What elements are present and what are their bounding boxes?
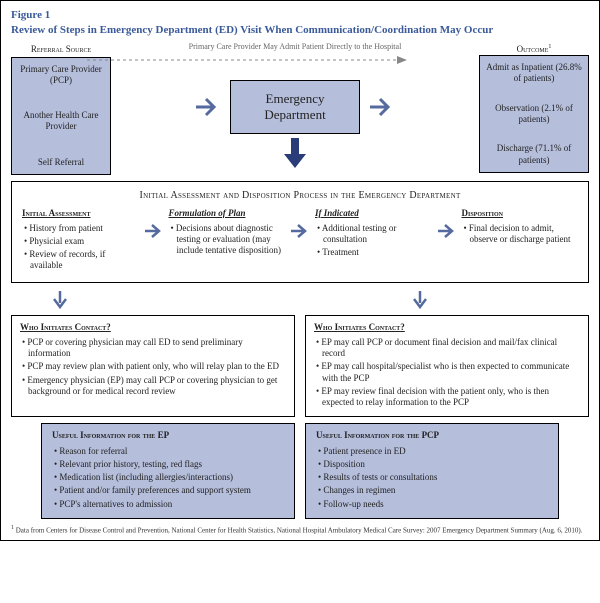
referral-item: Self Referral bbox=[18, 157, 104, 168]
outcome-item: Observation (2.1% of patients) bbox=[486, 103, 582, 126]
indicated-col: If Indicated Additional testing or consu… bbox=[315, 208, 432, 260]
who-left-heading: Who Initiates Contact? bbox=[20, 322, 286, 333]
indicated-heading: If Indicated bbox=[315, 208, 432, 219]
plan-col: Formulation of Plan Decisions about diag… bbox=[169, 208, 286, 258]
referral-box: Primary Care Provider (PCP) Another Heal… bbox=[11, 57, 111, 175]
list-item: Follow-up needs bbox=[318, 499, 548, 510]
useful-row: Useful Information for the EP Reason for… bbox=[11, 423, 589, 519]
arrow-right-icon bbox=[289, 208, 311, 240]
who-right-heading: Who Initiates Contact? bbox=[314, 322, 580, 333]
referral-item: Another Health Care Provider bbox=[18, 110, 104, 133]
list-item: Reason for referral bbox=[54, 446, 284, 457]
list-item: Disposition bbox=[318, 459, 548, 470]
plan-heading: Formulation of Plan bbox=[169, 208, 286, 219]
figure-container: Figure 1 Review of Steps in Emergency De… bbox=[0, 0, 600, 541]
list-item: Treatment bbox=[317, 247, 432, 258]
list-item: Final decision to admit, observe or disc… bbox=[464, 223, 579, 246]
arrow-right-icon bbox=[143, 208, 165, 240]
center-column: Primary Care Provider May Admit Patient … bbox=[117, 44, 473, 175]
arrow-right-icon bbox=[368, 96, 396, 118]
who-row: Who Initiates Contact? PCP or covering p… bbox=[11, 315, 589, 418]
arrow-right-icon bbox=[436, 208, 458, 240]
process-heading: Initial Assessment and Disposition Proce… bbox=[22, 190, 578, 203]
mid-arrows bbox=[11, 289, 589, 311]
list-item: EP may review final decision with the pa… bbox=[316, 386, 580, 409]
direct-admit-note: Primary Care Provider May Admit Patient … bbox=[77, 42, 513, 52]
outcome-box: Admit as Inpatient (26.8% of patients) O… bbox=[479, 55, 589, 173]
list-item: Medication list (including allergies/int… bbox=[54, 472, 284, 483]
list-item: PCP may review plan with patient only, w… bbox=[22, 361, 286, 372]
top-row: Referral Source Primary Care Provider (P… bbox=[11, 44, 589, 175]
list-item: Review of records, if available bbox=[24, 249, 139, 272]
list-item: PCP's alternatives to admission bbox=[54, 499, 284, 510]
list-item: Results of tests or consultations bbox=[318, 472, 548, 483]
arrow-down-icon bbox=[411, 289, 429, 311]
disposition-col: Disposition Final decision to admit, obs… bbox=[462, 208, 579, 247]
figure-label: Figure 1 bbox=[11, 9, 589, 23]
footnote: 1 Data from Centers for Disease Control … bbox=[11, 525, 589, 535]
outcome-column: Outcome1 Admit as Inpatient (26.8% of pa… bbox=[479, 44, 589, 175]
list-item: EP may call hospital/specialist who is t… bbox=[316, 361, 580, 384]
disposition-heading: Disposition bbox=[462, 208, 579, 219]
who-right-box: Who Initiates Contact? EP may call PCP o… bbox=[305, 315, 589, 418]
assessment-heading: Initial Assessment bbox=[22, 208, 139, 219]
figure-title: Review of Steps in Emergency Department … bbox=[11, 24, 589, 38]
assessment-col: Initial Assessment History from patient … bbox=[22, 208, 139, 273]
list-item: Patient and/or family preferences and su… bbox=[54, 485, 284, 496]
list-item: PCP or covering physician may call ED to… bbox=[22, 337, 286, 360]
who-left-box: Who Initiates Contact? PCP or covering p… bbox=[11, 315, 295, 418]
arrow-right-icon bbox=[194, 96, 222, 118]
list-item: Patient presence in ED bbox=[318, 446, 548, 457]
list-item: Physicial exam bbox=[24, 236, 139, 247]
process-box: Initial Assessment and Disposition Proce… bbox=[11, 181, 589, 283]
arrow-down-icon bbox=[51, 289, 69, 311]
list-item: EP may call PCP or document final decisi… bbox=[316, 337, 580, 360]
list-item: Changes in regimen bbox=[318, 485, 548, 496]
ed-label: Emergency Department bbox=[237, 91, 353, 124]
outcome-item: Admit as Inpatient (26.8% of patients) bbox=[486, 62, 582, 85]
arrow-down-big-icon bbox=[284, 138, 306, 168]
referral-item: Primary Care Provider (PCP) bbox=[18, 64, 104, 87]
emergency-department-box: Emergency Department bbox=[230, 80, 360, 134]
useful-pcp-box: Useful Information for the PCP Patient p… bbox=[305, 423, 559, 519]
list-item: Emergency physician (EP) may call PCP or… bbox=[22, 375, 286, 398]
dashed-arrow-icon bbox=[87, 54, 407, 66]
list-item: Decisions about diagnostic testing or ev… bbox=[171, 223, 286, 257]
list-item: Additional testing or consultation bbox=[317, 223, 432, 246]
list-item: Relevant prior history, testing, red fla… bbox=[54, 459, 284, 470]
list-item: History from patient bbox=[24, 223, 139, 234]
useful-ep-box: Useful Information for the EP Reason for… bbox=[41, 423, 295, 519]
outcome-item: Discharge (71.1% of patients) bbox=[486, 143, 582, 166]
useful-pcp-heading: Useful Information for the PCP bbox=[316, 430, 548, 441]
useful-ep-heading: Useful Information for the EP bbox=[52, 430, 284, 441]
